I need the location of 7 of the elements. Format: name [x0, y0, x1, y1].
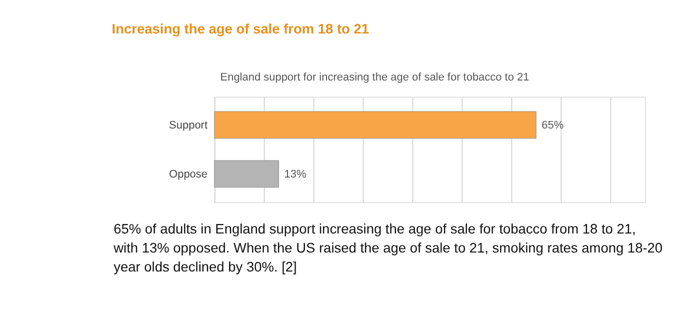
data-label: 65%: [542, 120, 564, 132]
chart-title: Increasing the age of sale from 18 to 21: [112, 22, 370, 37]
y-tick-label: Oppose: [169, 168, 208, 181]
text: 65% of adults in England support increasing the age of sale for tobacco from 18 to 21, with 13% opposed. When the US raised the age of sale to 21, smoking rates among 18-20 year olds declined by 30%. [2]: [112, 221, 663, 275]
data-label: 13%: [284, 168, 306, 181]
y-tick-label: Support: [169, 120, 208, 132]
chart-subtitle: England support for increasing the age of sale for tobacco to 21: [220, 71, 530, 84]
